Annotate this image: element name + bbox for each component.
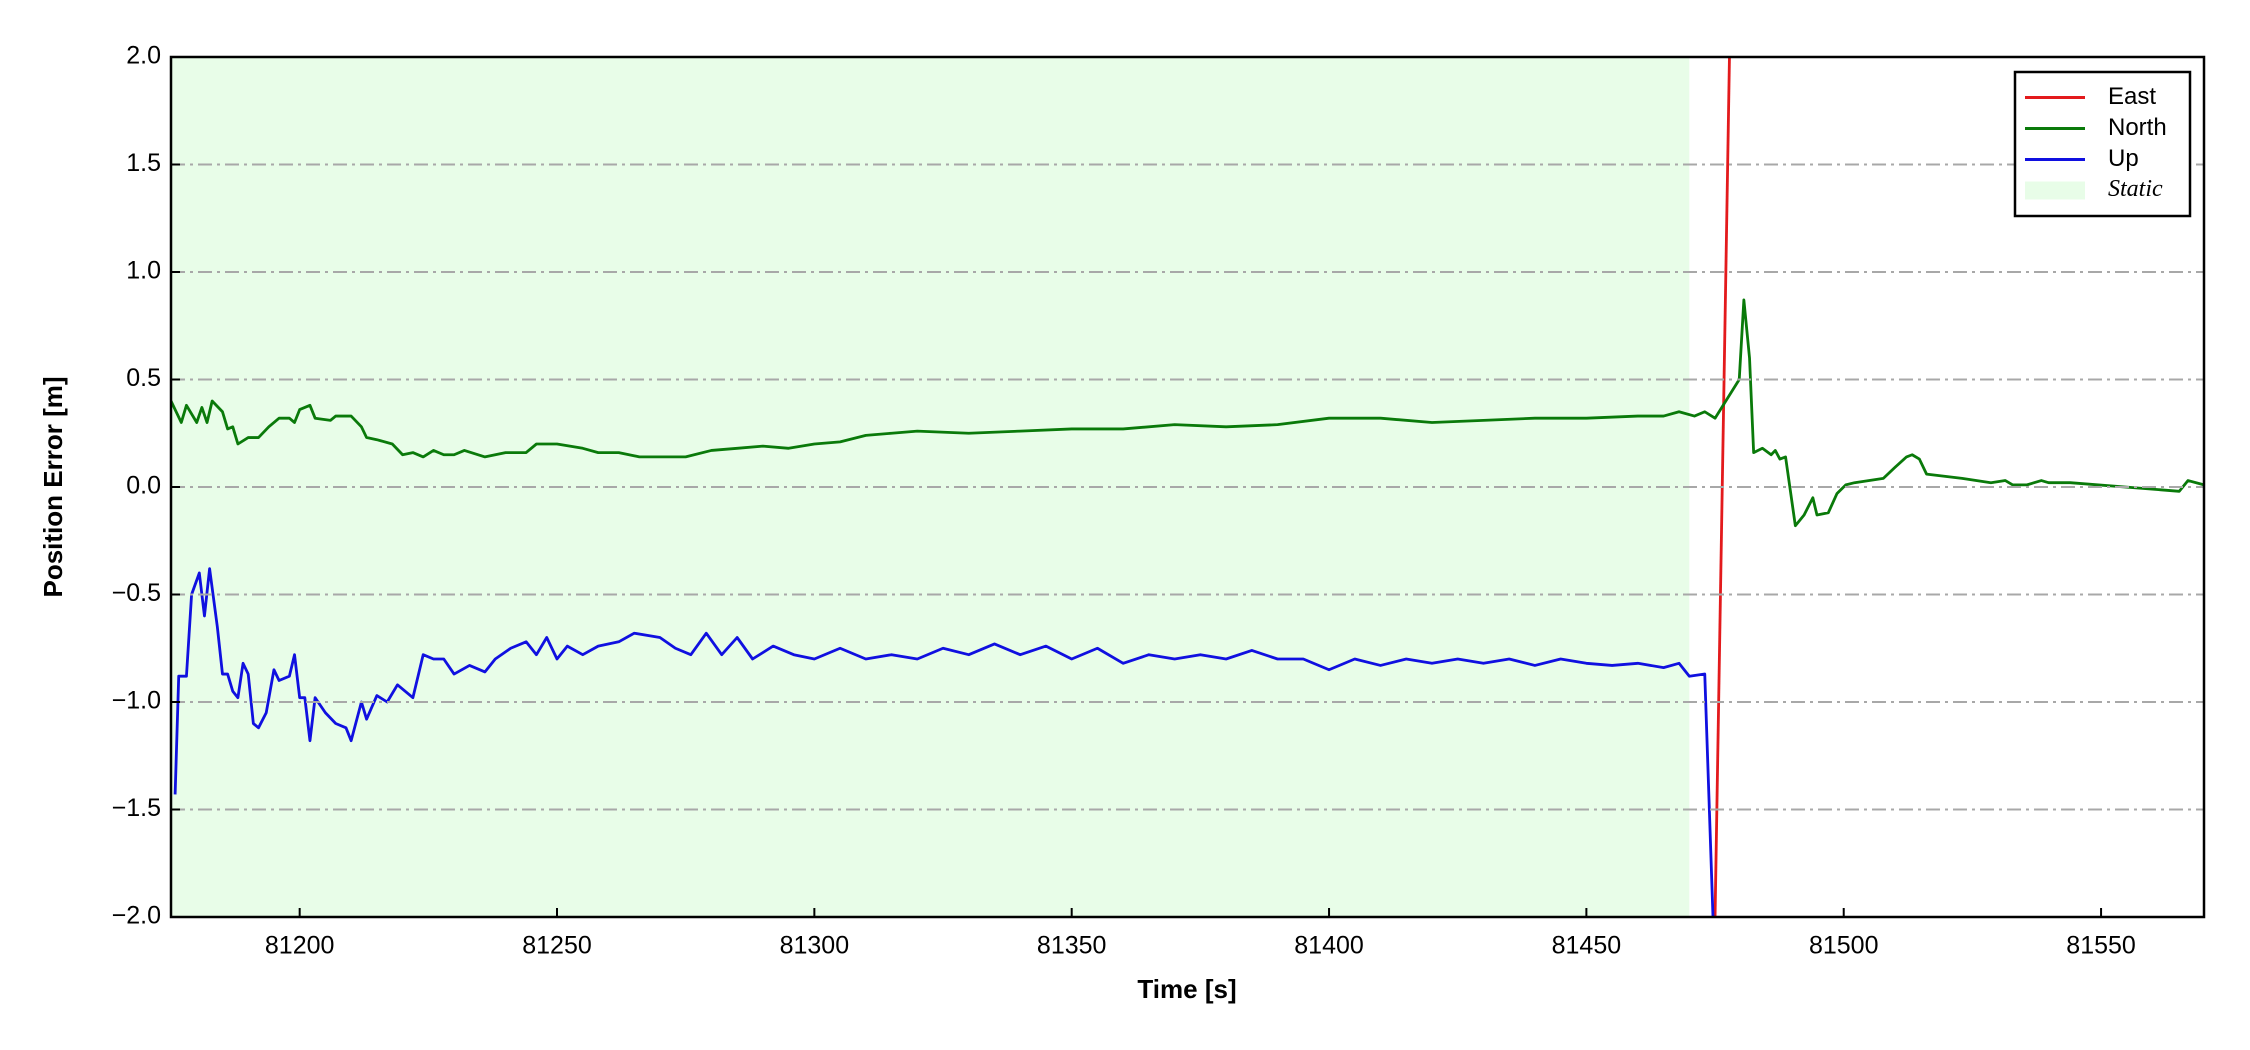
- x-tick-label: 81450: [1552, 932, 1622, 960]
- x-tick-label: 81350: [1037, 932, 1107, 960]
- x-tick-label: 81400: [1294, 932, 1364, 960]
- line-series: [173, 567, 1715, 917]
- x-tick-label: 81500: [1809, 932, 1879, 960]
- y-tick-label: 2.0: [126, 42, 161, 70]
- y-tick-label: −0.5: [112, 579, 161, 607]
- legend-label: Static: [2108, 176, 2163, 202]
- y-axis-label: Position Error [m]: [38, 376, 68, 597]
- legend: East North Up Static: [2013, 70, 2192, 218]
- x-tick-label: 81250: [522, 932, 592, 960]
- line-series: [171, 298, 2204, 528]
- y-tick-label: −2.0: [112, 902, 161, 930]
- legend-swatch: [2025, 181, 2085, 200]
- legend-label: North: [2108, 114, 2167, 141]
- y-tick-label: −1.5: [112, 794, 161, 822]
- y-tick-label: −1.0: [112, 687, 161, 715]
- legend-label: East: [2108, 83, 2156, 110]
- y-tick-label: 0.0: [126, 472, 161, 500]
- x-tick-label: 81200: [265, 932, 335, 960]
- x-axis-label: Time [s]: [1137, 974, 1236, 1004]
- plot-frame: [169, 55, 2206, 919]
- x-tick-label: 81300: [780, 932, 850, 960]
- y-tick-label: 1.0: [126, 257, 161, 285]
- y-tick-label: 1.5: [126, 149, 161, 177]
- y-tick-label: 0.5: [126, 364, 161, 392]
- legend-label: Up: [2108, 145, 2139, 172]
- x-tick-label: 81550: [2066, 932, 2136, 960]
